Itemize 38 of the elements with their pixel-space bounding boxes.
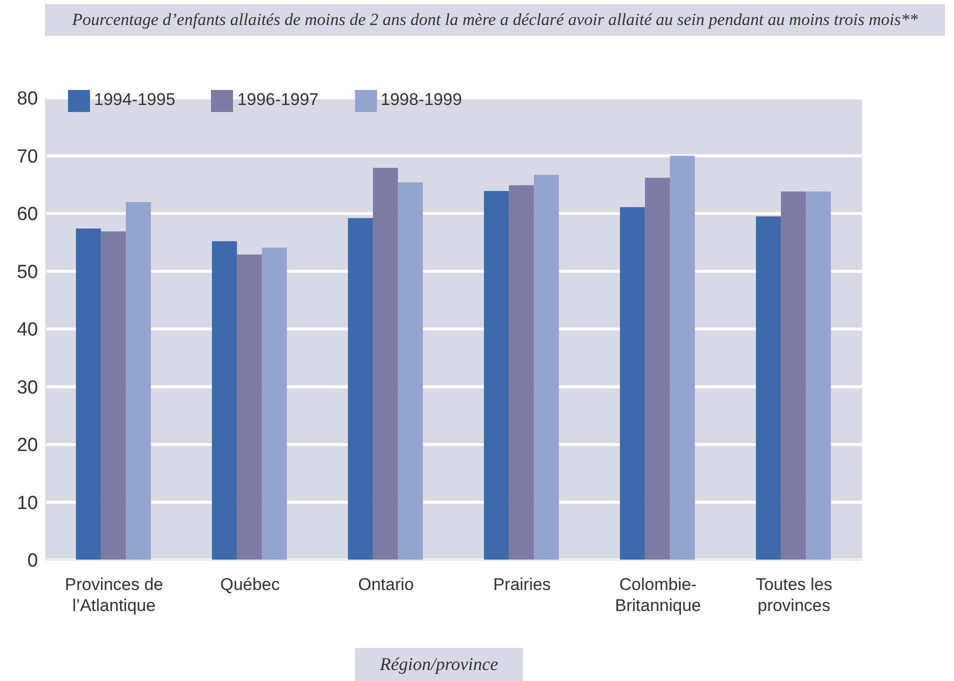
y-tick-label: 80 [16, 88, 38, 110]
bar [534, 174, 559, 560]
bar [76, 228, 101, 560]
y-tick-label: 0 [27, 550, 38, 572]
y-tick-label: 60 [16, 204, 38, 226]
bar [484, 190, 509, 560]
legend-label: 1998-1999 [380, 90, 462, 110]
x-tick-label: Québec [220, 575, 280, 594]
y-tick-label: 50 [16, 262, 38, 283]
x-tick-label: Prairies [493, 575, 551, 594]
x-tick-label: Toutes les provinces [756, 575, 832, 615]
y-tick-label: 20 [16, 435, 38, 456]
bar [620, 207, 645, 560]
bar [348, 218, 373, 560]
bar [508, 185, 534, 560]
x-tick-label: Colombie-Britannique [614, 575, 702, 615]
y-tick-label: 70 [16, 146, 38, 168]
x-axis-title: Région/province [355, 648, 523, 681]
bar [670, 156, 695, 560]
bar [398, 182, 423, 560]
y-tick-label: 40 [16, 320, 38, 341]
bar [780, 192, 806, 560]
x-tick-label: Provinces de l’Atlantique [64, 575, 164, 615]
legend-label: 1994-1995 [94, 90, 176, 110]
chart-title: Pourcentage d’enfants allaités de moins de 2 ans dont la mère a déclaré avoir allaité au sein pendant au moins trois mois** [45, 4, 945, 36]
bar [756, 216, 781, 560]
bar [100, 231, 126, 560]
bar [806, 192, 831, 560]
bar [126, 202, 151, 560]
bar [644, 178, 670, 560]
legend-label: 1996-1997 [237, 90, 319, 110]
y-tick-label: 10 [16, 492, 38, 514]
bar [212, 241, 237, 560]
x-tick-label: Ontario [358, 575, 414, 594]
y-tick-label: 30 [16, 377, 38, 398]
bar [236, 254, 262, 560]
bar [262, 248, 287, 560]
bar [372, 168, 398, 560]
